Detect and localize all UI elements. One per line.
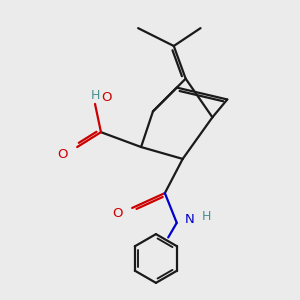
Text: H: H xyxy=(90,88,100,101)
Text: N: N xyxy=(185,213,195,226)
Text: O: O xyxy=(112,207,123,220)
Text: O: O xyxy=(57,148,68,161)
Text: O: O xyxy=(102,92,112,104)
Text: H: H xyxy=(202,210,211,224)
